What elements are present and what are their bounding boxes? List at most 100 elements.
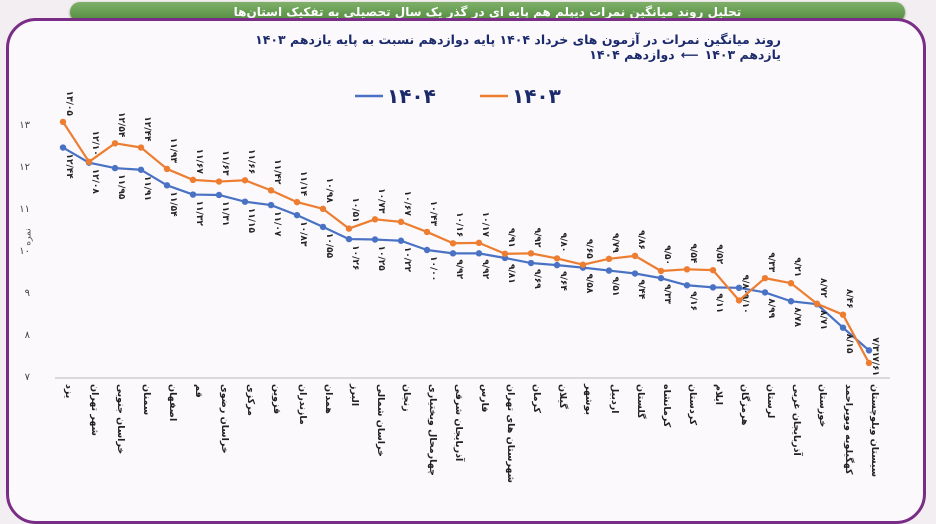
data-point (527, 250, 535, 257)
data-label: ۹/۸۰ (740, 275, 750, 295)
data-label: ۱۰/۵۵ (324, 233, 334, 259)
data-point (163, 165, 171, 173)
legend-label: ۱۴۰۳ (512, 84, 561, 108)
data-label: ۹/۸۱ (506, 264, 516, 284)
x-category-label: سیستان وبلوچستان (869, 384, 880, 477)
x-category-label: چهارمحال وبختیاری (427, 384, 438, 476)
data-label: ۱۰/۰۰ (428, 256, 438, 281)
data-point (449, 250, 457, 257)
title-from-label: یازدهم ۱۴۰۳ (704, 47, 781, 62)
x-category-label: فارس (479, 384, 490, 412)
data-point (423, 246, 431, 254)
data-label: ۱۰/۲۶ (350, 245, 360, 270)
data-label: ۱۰/۱۶ (454, 212, 464, 237)
data-label: ۱۱/۵۴ (168, 191, 178, 217)
data-label: ۸/۷۲ (818, 278, 828, 298)
data-label: ۹/۸۰ (558, 233, 568, 253)
x-category-label: شهرستان های تهران (505, 384, 516, 483)
data-point (683, 266, 691, 273)
line-chart: ۷ ۸ ۹ ۱۰ ۱۱ ۱۲ ۱۳ یزد شهر تهران خراسان جنوبی سمنان… (19, 84, 890, 483)
data-label: ۱۰/۱۷ (480, 212, 490, 238)
data-label: ۱۱/۶۷ (194, 149, 204, 175)
data-label: ۹/۵۴ (688, 244, 698, 264)
data-label: ۸/۷۸ (792, 307, 802, 327)
x-category-label: مرکزی (245, 384, 256, 416)
data-point (735, 284, 743, 291)
data-label: ۹/۳۳ (662, 284, 672, 304)
data-point (163, 182, 171, 189)
data-label: ۱۱/۹۳ (168, 138, 178, 164)
chart-title-line1: روند میانگین نمرات در آزمون های خرداد ۱۴… (255, 32, 781, 47)
data-label: ۹/۶۴ (558, 271, 568, 291)
data-point (631, 252, 639, 260)
y-tick-label: ۱۲ (19, 162, 30, 173)
x-category-label: یزد (63, 384, 74, 398)
x-category-label: اردبیل (609, 384, 620, 414)
data-point (189, 176, 197, 184)
data-label: ۹/۹۲ (454, 259, 464, 279)
data-point (553, 255, 561, 262)
data-point (475, 250, 483, 257)
x-category-label: کرمانشاه (661, 384, 672, 428)
x-category-label: هرمزگان (739, 384, 751, 426)
data-point (137, 144, 145, 151)
chart-title: روند میانگین نمرات در آزمون های خرداد ۱۴… (141, 32, 781, 62)
series-line-1404 (62, 146, 870, 352)
data-label: ۱۱/۶۶ (246, 149, 256, 174)
data-point (319, 205, 327, 213)
data-point (709, 284, 717, 291)
data-point (839, 324, 847, 331)
data-point (605, 255, 613, 263)
data-label: ۱۰/۵۱ (350, 197, 360, 222)
data-point (85, 158, 93, 165)
data-label: ۹/۶۵ (584, 239, 594, 259)
x-category-label: سمنان (141, 384, 152, 415)
data-point (397, 237, 405, 244)
data-label: ۷/۳۱ (870, 337, 880, 357)
data-point (371, 216, 379, 223)
data-point (111, 164, 119, 172)
data-point (59, 118, 67, 126)
data-label: ۱۱/۰۷ (272, 211, 282, 237)
data-label: ۹/۴۴ (636, 280, 646, 300)
data-label: ۱۱/۶۳ (220, 150, 230, 176)
x-category-label: البرز (349, 383, 360, 406)
x-category-label: قزوین (271, 384, 282, 414)
data-point (787, 279, 795, 287)
data-label: ۱۰/۲۲ (402, 247, 412, 273)
x-category-label: اصفهان (167, 384, 178, 421)
data-label: ۱۲/۴۴ (142, 116, 152, 142)
data-point (631, 270, 639, 277)
data-label: ۹/۵۱ (610, 277, 620, 297)
data-label: ۱۰/۲۵ (376, 246, 386, 272)
data-label: ۸/۱۵ (844, 334, 854, 354)
x-category-label: کردستان (687, 384, 698, 426)
data-point (787, 298, 795, 305)
data-label: ۹/۳۳ (766, 252, 776, 272)
data-label: ۱۱/۱۵ (246, 208, 256, 234)
data-label: ۸/۷۱ (818, 310, 828, 330)
data-point (111, 140, 119, 147)
data-point (735, 297, 743, 304)
data-point (839, 311, 847, 318)
data-point (501, 250, 509, 257)
x-category-label: خوزستان (817, 384, 828, 427)
data-point (241, 177, 249, 184)
data-point (865, 359, 873, 367)
data-point (319, 223, 327, 231)
data-point (553, 261, 561, 269)
left-arrow-icon: ⟵ (680, 47, 699, 62)
y-tick-label: ۱۰ (19, 246, 30, 257)
data-label: ۹/۷۹ (610, 233, 620, 253)
y-tick-label: ۹ (25, 288, 30, 299)
data-label: ۱۲/۴۴ (64, 154, 74, 180)
data-label: ۹/۹۲ (532, 228, 542, 248)
data-label: ۱۰/۶۷ (402, 191, 412, 217)
x-category-label: گیلان (557, 384, 569, 409)
x-category-label: آذربایجان شرقی (453, 384, 466, 462)
data-label: ۹/۵۰ (662, 245, 672, 265)
data-label: ۹/۶۹ (532, 269, 542, 289)
data-point (215, 178, 223, 185)
data-label: ۹/۵۸ (584, 274, 594, 294)
data-point (59, 144, 67, 151)
